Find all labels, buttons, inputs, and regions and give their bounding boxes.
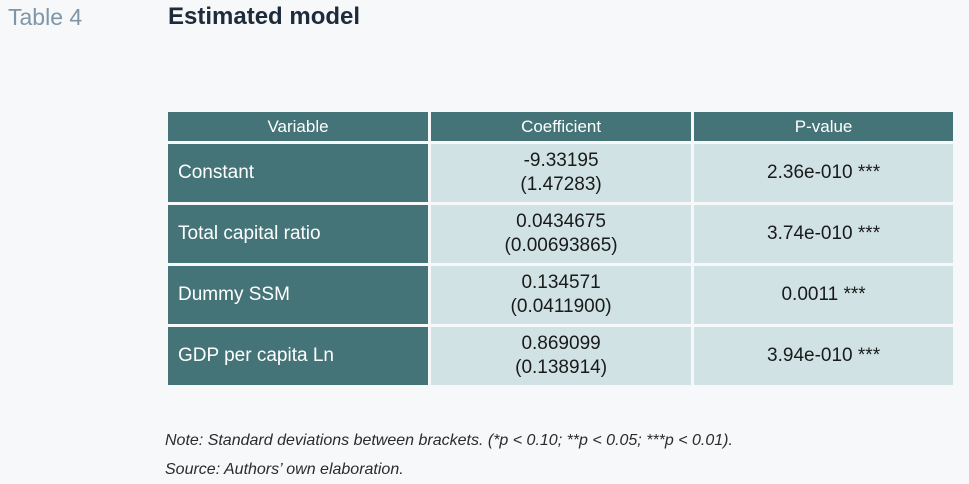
variable-cell: Dummy SSM xyxy=(168,266,428,324)
p-value-cell: 3.94e-010 *** xyxy=(694,327,953,385)
table-row: GDP per capita Ln 0.869099 (0.138914) 3.… xyxy=(168,327,953,385)
significance-note: Note: Standard deviations between bracke… xyxy=(165,432,733,449)
standard-deviation-value: (0.0411900) xyxy=(510,296,612,317)
standard-deviation-value: (1.47283) xyxy=(520,174,602,195)
table-notes: Note: Standard deviations between bracke… xyxy=(165,426,733,484)
coefficient-value: 0.869099 xyxy=(521,333,601,354)
p-value-cell: 2.36e-010 *** xyxy=(694,144,953,202)
column-header-variable: Variable xyxy=(168,112,428,141)
p-value-cell: 3.74e-010 *** xyxy=(694,205,953,263)
coefficient-cell: -9.33195 (1.47283) xyxy=(431,144,692,202)
standard-deviation-value: (0.138914) xyxy=(515,357,608,378)
coefficient-cell: 0.869099 (0.138914) xyxy=(431,327,692,385)
coefficient-cell: 0.134571 (0.0411900) xyxy=(431,266,692,324)
table-title: Estimated model xyxy=(168,3,361,30)
coefficient-value: 0.0434675 xyxy=(516,211,606,232)
variable-cell: Constant xyxy=(168,144,428,202)
standard-deviation-value: (0.00693865) xyxy=(504,235,618,256)
estimated-model-table: Variable Coefficient P-value Constant -9… xyxy=(165,109,956,388)
coefficient-value: 0.134571 xyxy=(521,272,601,293)
source-note: Source: Authors’ own elaboration. xyxy=(165,461,404,478)
coefficient-cell: 0.0434675 (0.00693865) xyxy=(431,205,692,263)
table-number: Table 4 xyxy=(8,4,83,30)
column-header-coefficient: Coefficient xyxy=(431,112,692,141)
table-header-row: Variable Coefficient P-value xyxy=(168,112,953,141)
p-value-cell: 0.0011 *** xyxy=(694,266,953,324)
variable-cell: GDP per capita Ln xyxy=(168,327,428,385)
table-row: Dummy SSM 0.134571 (0.0411900) 0.0011 **… xyxy=(168,266,953,324)
coefficient-value: -9.33195 xyxy=(523,150,599,171)
column-header-p-value: P-value xyxy=(694,112,953,141)
variable-cell: Total capital ratio xyxy=(168,205,428,263)
table-row: Constant -9.33195 (1.47283) 2.36e-010 **… xyxy=(168,144,953,202)
table-row: Total capital ratio 0.0434675 (0.0069386… xyxy=(168,205,953,263)
